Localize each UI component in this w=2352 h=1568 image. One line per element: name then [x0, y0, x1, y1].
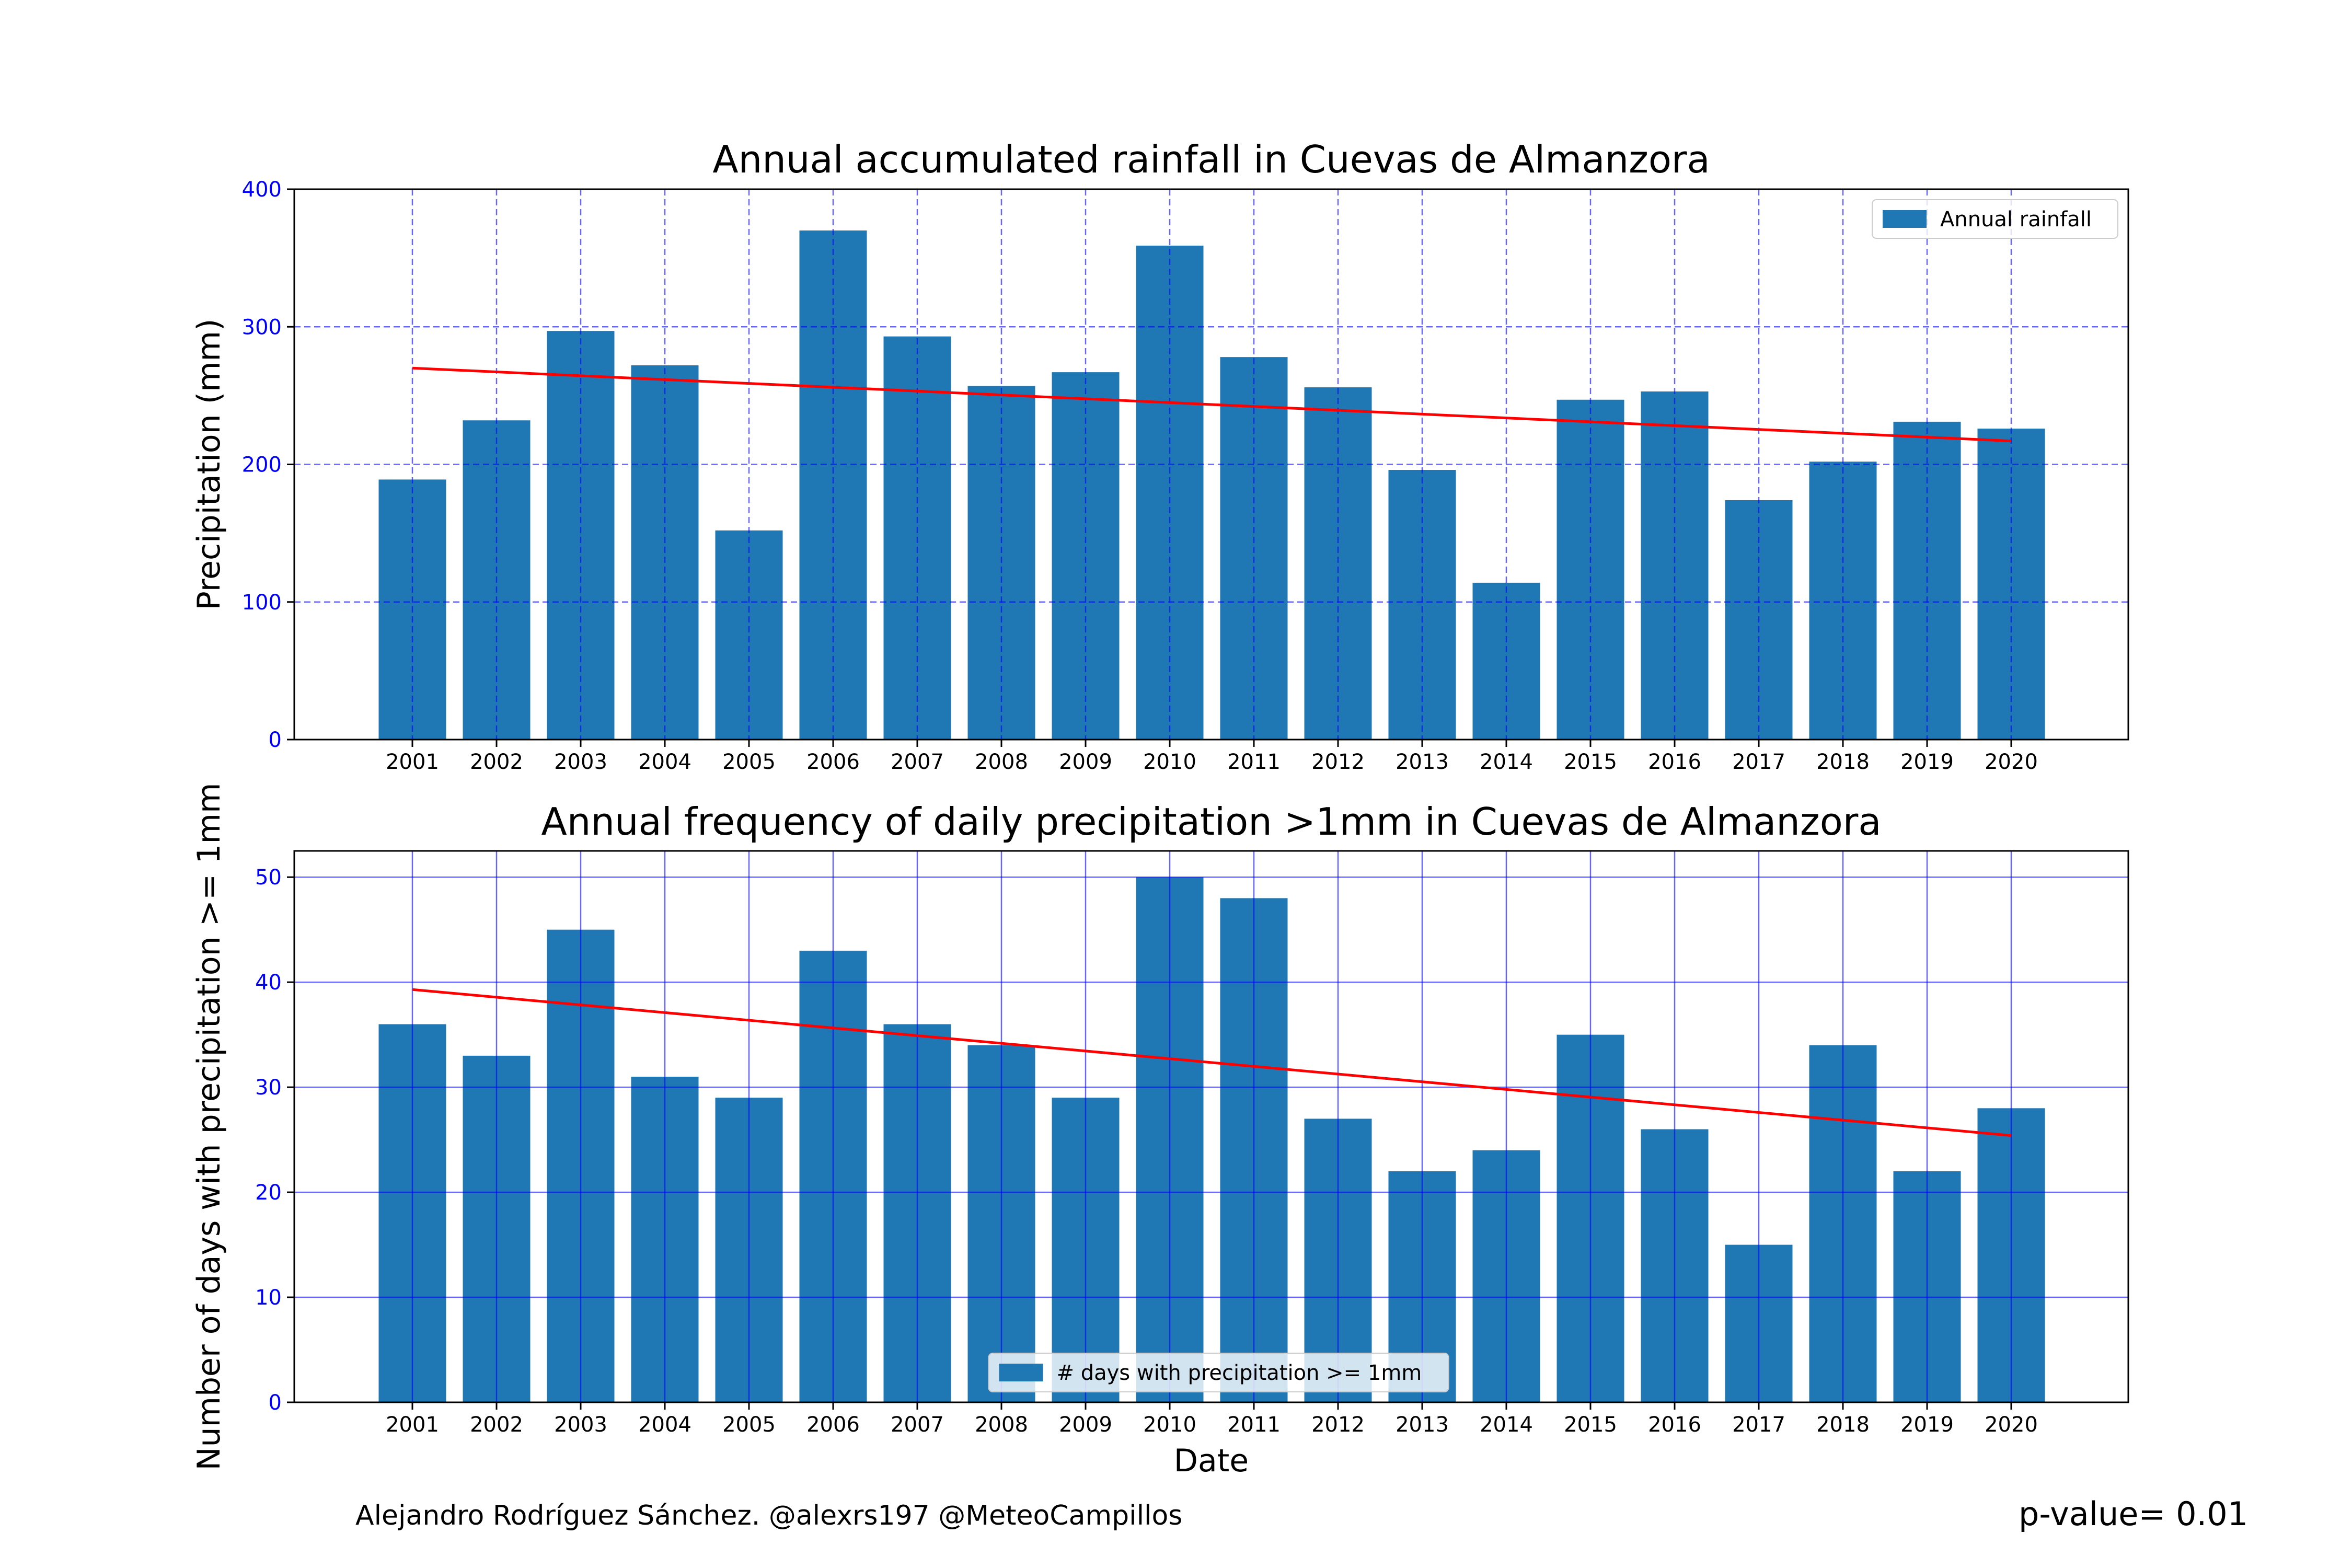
trend-line [412, 366, 2012, 443]
y-tick-label: 200 [242, 453, 282, 477]
x-tick-label: 2006 [806, 1413, 860, 1437]
x-tick-label: 2005 [722, 1413, 776, 1437]
legend: # days with precipitation >= 1mm [988, 1353, 1449, 1392]
bar-2013 [1388, 470, 1456, 740]
x-tick-label: 2016 [1648, 1413, 1701, 1437]
x-tick-label: 2004 [638, 1413, 691, 1437]
bar-2005 [715, 530, 783, 740]
legend-box [1872, 199, 2118, 239]
y-axis-label: Number of days with precipitation >= 1mm [191, 783, 227, 1471]
p-value-label: p-value= 0.01 [2019, 1495, 2249, 1533]
x-tick-label: 2014 [1480, 750, 1533, 774]
x-tick-label: 2009 [1059, 750, 1112, 774]
bar-2006 [799, 230, 867, 740]
x-tick-label: 2006 [806, 750, 860, 774]
x-tick-label: 2001 [386, 750, 439, 774]
bar-2020 [1977, 429, 2045, 740]
author-credit: Alejandro Rodríguez Sánchez. @alexrs197 … [355, 1500, 1183, 1531]
x-tick-label: 2013 [1396, 1413, 1449, 1437]
x-tick-label: 2003 [554, 1413, 607, 1437]
legend-swatch [1883, 210, 1927, 228]
legend-swatch [999, 1364, 1043, 1381]
legend-label: Annual rainfall [1940, 207, 2092, 232]
x-tick-label: 2012 [1311, 750, 1365, 774]
x-tick-label: 2011 [1227, 1413, 1281, 1437]
x-tick-label: 2018 [1816, 1413, 1870, 1437]
y-axis-label: Precipitation (mm) [191, 319, 227, 610]
x-tick-label: 2012 [1311, 1413, 1365, 1437]
trend-line [412, 988, 2012, 1137]
x-tick-label: 2013 [1396, 750, 1449, 774]
y-tick-label: 10 [255, 1286, 282, 1310]
x-tick-label: 2005 [722, 750, 776, 774]
y-tick-label: 20 [255, 1181, 282, 1205]
x-tick-label: 2015 [1564, 750, 1617, 774]
plot-frame [293, 850, 2129, 1403]
legend-label: # days with precipitation >= 1mm [1057, 1361, 1422, 1385]
x-tick-label: 2008 [975, 750, 1028, 774]
rainfall-chart: 0 100 200 300 400 2001 2002 2003 2004 2005 2006 200… [191, 137, 2129, 774]
y-tick-label: 100 [242, 591, 282, 615]
y-tick-label: 50 [255, 866, 282, 890]
x-tick-label: 2002 [470, 1413, 523, 1437]
x-tick-label: 2019 [1900, 750, 1954, 774]
x-tick-label: 2004 [638, 750, 691, 774]
x-tick-label: 2007 [891, 1413, 944, 1437]
x-tick-label: 2007 [891, 750, 944, 774]
x-tick-label: 2010 [1143, 1413, 1196, 1437]
bar-2009 [1052, 372, 1120, 740]
legend-box [988, 1353, 1449, 1392]
y-tick-label: 400 [242, 178, 282, 202]
x-tick-label: 2009 [1059, 1413, 1112, 1437]
x-tick-label: 2010 [1143, 750, 1196, 774]
x-axis-label: Date [1174, 1443, 1249, 1479]
chart-title: Annual frequency of daily precipitation … [541, 800, 1881, 844]
x-tick-label: 2001 [386, 1413, 439, 1437]
x-tick-label: 2017 [1732, 1413, 1785, 1437]
legend: Annual rainfall [1872, 199, 2118, 239]
x-tick-label: 2002 [470, 750, 523, 774]
x-tick-label: 2018 [1816, 750, 1870, 774]
x-tick-label: 2020 [1985, 750, 2038, 774]
y-tick-label: 300 [242, 315, 282, 339]
x-tick-label: 2020 [1985, 1413, 2038, 1437]
y-tick-label: 0 [269, 1391, 282, 1415]
rain-days-chart: 0 10 20 30 40 50 2001 2002 2003 2004 2005 2006 2007 2… [191, 783, 2129, 1479]
y-tick-label: 30 [255, 1076, 282, 1100]
y-tick-label: 40 [255, 971, 282, 995]
x-tick-label: 2019 [1900, 1413, 1954, 1437]
x-tick-label: 2011 [1227, 750, 1281, 774]
y-tick-label: 0 [269, 728, 282, 752]
x-tick-label: 2003 [554, 750, 607, 774]
x-tick-label: 2014 [1480, 1413, 1533, 1437]
x-tick-label: 2008 [975, 1413, 1028, 1437]
x-tick-label: 2016 [1648, 750, 1701, 774]
chart-title: Annual accumulated rainfall in Cuevas de… [712, 137, 1710, 181]
x-tick-label: 2017 [1732, 750, 1785, 774]
x-tick-label: 2015 [1564, 1413, 1617, 1437]
